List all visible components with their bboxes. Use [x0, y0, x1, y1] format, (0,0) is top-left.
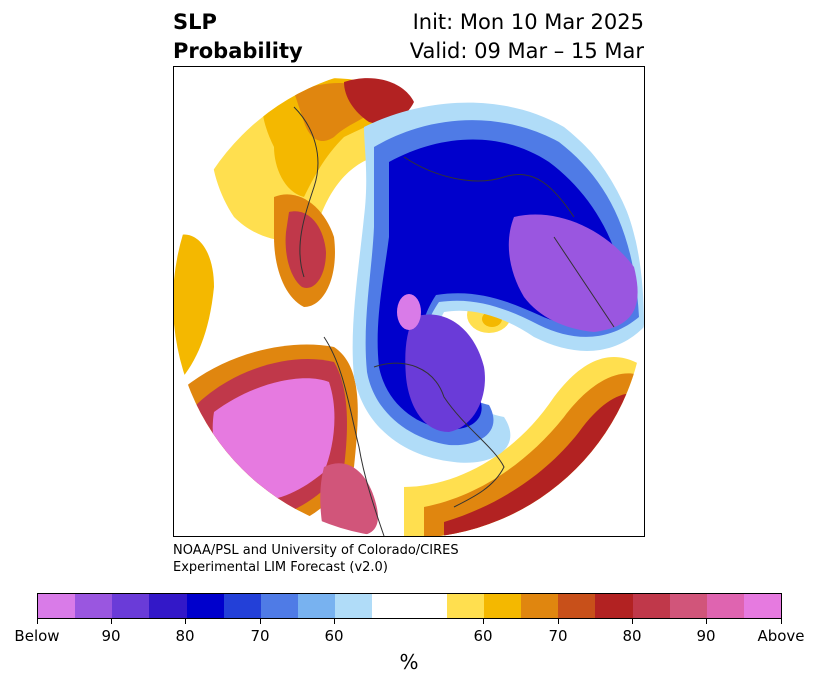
colorbar-unit: % [399, 650, 419, 674]
colorbar-tick [37, 619, 38, 624]
credit-text: NOAA/PSL and University of Colorado/CIRE… [173, 542, 459, 576]
colorbar-tick-label: 80 [622, 627, 642, 645]
below-normal-regions [352, 102, 644, 463]
colorbar-segment [409, 594, 447, 618]
colorbar-tick [781, 619, 782, 624]
credit-line-1: NOAA/PSL and University of Colorado/CIRE… [173, 543, 459, 558]
colorbar-tick [632, 619, 633, 624]
colorbar-tick-label: 70 [548, 627, 568, 645]
colorbar-tick [260, 619, 261, 624]
forecast-map [173, 66, 645, 537]
colorbar-tick-label: 90 [101, 627, 121, 645]
title-right: Init: Mon 10 Mar 2025 Valid: 09 Mar – 15… [410, 8, 644, 66]
colorbar-tick-label: 70 [250, 627, 270, 645]
colorbar-tick-label: Above [757, 627, 805, 645]
colorbar-tick [185, 619, 186, 624]
above-normal-regions [174, 77, 644, 536]
colorbar-segment [632, 594, 670, 618]
colorbar-tick [558, 619, 559, 624]
colorbar-segment [335, 594, 373, 618]
colorbar-segment [38, 594, 76, 618]
colorbar-segment [743, 594, 782, 618]
colorbar-segment [521, 594, 559, 618]
colorbar-tick [483, 619, 484, 624]
coastlines [293, 106, 615, 536]
colorbar-tick [706, 619, 707, 624]
colorbar-segment [112, 594, 150, 618]
colorbar-segment [260, 594, 299, 618]
colorbar-tick-label: 60 [473, 627, 493, 645]
init-date: Init: Mon 10 Mar 2025 [412, 10, 644, 34]
colorbar-segment [595, 594, 633, 618]
colorbar-segment [446, 594, 484, 618]
colorbar-tick-label: 60 [324, 627, 344, 645]
colorbar [37, 593, 782, 619]
colorbar-segment [483, 594, 522, 618]
colorbar-segment [558, 594, 596, 618]
colorbar-segment [223, 594, 261, 618]
variable-title: SLP [173, 10, 217, 34]
colorbar-tick-label: Below [14, 627, 60, 645]
colorbar-segment [186, 594, 224, 618]
colorbar-segment [706, 594, 744, 618]
colorbar-segment [372, 594, 410, 618]
product-title: Probability [173, 39, 303, 63]
title-left: SLP Probability [173, 8, 303, 66]
colorbar-segment [669, 594, 707, 618]
credit-line-2: Experimental LIM Forecast (v2.0) [173, 560, 388, 575]
colorbar-tick-label: 80 [175, 627, 195, 645]
colorbar-segment [75, 594, 113, 618]
colorbar-tick [334, 619, 335, 624]
colorbar-tick-label: 90 [696, 627, 716, 645]
valid-range: Valid: 09 Mar – 15 Mar [409, 39, 644, 63]
colorbar-tick [111, 619, 112, 624]
colorbar-segment [149, 594, 187, 618]
colorbar-segment [298, 594, 336, 618]
polar-probability-map [174, 67, 644, 536]
